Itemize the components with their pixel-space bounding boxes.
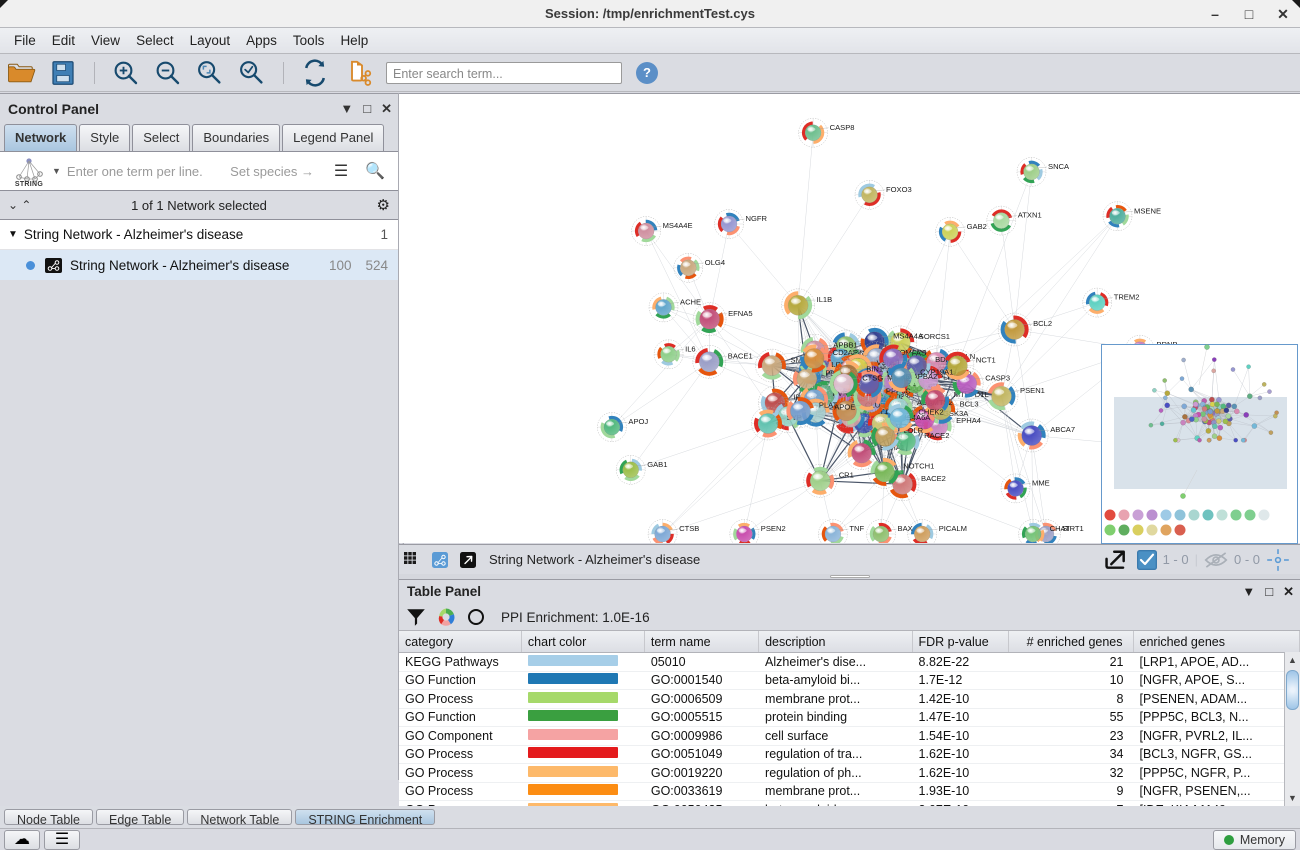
svg-text:BACE2: BACE2 [921, 474, 946, 483]
svg-text:CR1: CR1 [839, 471, 854, 480]
svg-text:IL1B: IL1B [817, 295, 833, 304]
svg-text:MSENE: MSENE [1134, 206, 1161, 215]
svg-text:ABCA7: ABCA7 [1050, 425, 1075, 434]
svg-text:CTSB: CTSB [679, 524, 699, 533]
svg-text:SNCA: SNCA [1048, 162, 1070, 171]
svg-text:APOE: APOE [834, 402, 855, 411]
svg-text:ACHE: ACHE [680, 298, 701, 307]
svg-text:NGFR: NGFR [746, 214, 768, 223]
svg-text:GAB2: GAB2 [967, 222, 987, 231]
svg-text:ATXN1: ATXN1 [1018, 211, 1042, 220]
svg-text:APOJ: APOJ [628, 417, 648, 426]
svg-text:PLAT: PLAT [819, 401, 838, 410]
svg-text:PSEN2: PSEN2 [761, 524, 786, 533]
svg-text:MME: MME [1032, 479, 1050, 488]
svg-text:MS4A4E: MS4A4E [663, 221, 693, 230]
svg-text:BIN1: BIN1 [866, 364, 883, 373]
svg-text:TREM2: TREM2 [1114, 293, 1140, 302]
svg-text:PICALM: PICALM [939, 524, 967, 533]
svg-text:FOXO3: FOXO3 [886, 185, 912, 194]
svg-text:PSEN1: PSEN1 [1020, 386, 1045, 395]
svg-text:TNF: TNF [849, 524, 864, 533]
svg-text:CTSG: CTSG [862, 373, 883, 382]
svg-text:GAB1: GAB1 [647, 460, 667, 469]
svg-text:BAX: BAX [898, 524, 913, 533]
svg-text:OLG4: OLG4 [705, 258, 725, 267]
svg-text:EFNA5: EFNA5 [728, 309, 752, 318]
svg-text:NCT1: NCT1 [976, 356, 996, 365]
svg-text:MS4A4A: MS4A4A [893, 332, 924, 341]
svg-text:NOTCH1: NOTCH1 [903, 462, 934, 471]
svg-text:CASP8: CASP8 [830, 123, 855, 132]
svg-text:FAS: FAS [912, 348, 926, 357]
svg-text:RACE2: RACE2 [924, 431, 949, 440]
svg-text:IL6: IL6 [685, 344, 696, 353]
svg-text:CHAT: CHAT [1050, 524, 1070, 533]
svg-text:BCL2: BCL2 [1033, 319, 1052, 328]
svg-text:CASP3: CASP3 [985, 373, 1010, 382]
svg-text:BCL3: BCL3 [960, 400, 979, 409]
svg-text:SORCS1: SORCS1 [919, 332, 950, 341]
svg-text:CHEK2: CHEK2 [918, 408, 943, 417]
svg-text:BACE1: BACE1 [728, 352, 753, 361]
svg-text:CYP19A1: CYP19A1 [920, 368, 953, 377]
